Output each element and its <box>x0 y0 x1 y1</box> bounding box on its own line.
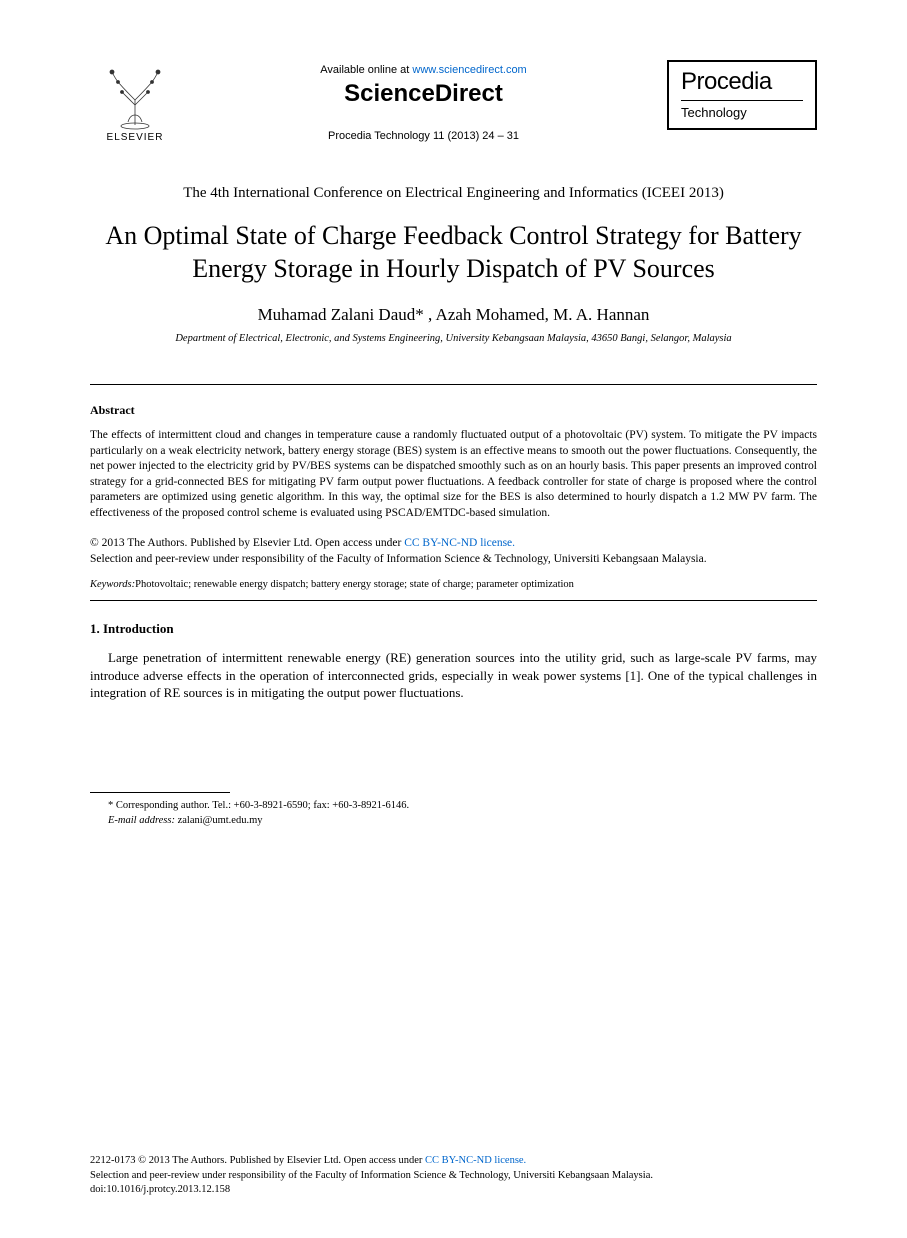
copyright-line1: © 2013 The Authors. Published by Elsevie… <box>90 537 315 549</box>
journal-reference: Procedia Technology 11 (2013) 24 – 31 <box>180 130 667 142</box>
procedia-logo-block: Procedia Technology <box>667 60 817 130</box>
page-header: ELSEVIER Available online at www.science… <box>90 60 817 143</box>
keywords-text: Photovoltaic; renewable energy dispatch;… <box>135 579 574 590</box>
footer-open-access: Open access under <box>344 1155 425 1166</box>
copyright-block: © 2013 The Authors. Published by Elsevie… <box>90 535 817 567</box>
procedia-subtitle: Technology <box>681 105 803 120</box>
section-1-para: Large penetration of intermittent renewa… <box>90 649 817 702</box>
conference-name: The 4th International Conference on Elec… <box>90 185 817 202</box>
copyright-line2: Selection and peer-review under responsi… <box>90 553 707 565</box>
open-access-text: Open access under <box>315 537 404 549</box>
affiliation: Department of Electrical, Electronic, an… <box>90 333 817 344</box>
corresponding-author: * Corresponding author. Tel.: +60-3-8921… <box>108 799 817 814</box>
elsevier-label: ELSEVIER <box>107 132 164 143</box>
footer-issn: 2212-0173 © 2013 The Authors. Published … <box>90 1155 344 1166</box>
footnote-block: * Corresponding author. Tel.: +60-3-8921… <box>108 799 817 828</box>
sciencedirect-wordmark: ScienceDirect <box>180 80 667 108</box>
available-online-line: Available online at www.sciencedirect.co… <box>180 64 667 76</box>
abstract-heading: Abstract <box>90 403 817 418</box>
section-1-heading: 1. Introduction <box>90 621 817 637</box>
available-prefix: Available online at <box>320 64 412 76</box>
authors: Muhamad Zalani Daud* , Azah Mohamed, M. … <box>90 305 817 325</box>
paper-title: An Optimal State of Charge Feedback Cont… <box>90 220 817 285</box>
footer-selection: Selection and peer-review under responsi… <box>90 1169 817 1184</box>
footer-doi: doi:10.1016/j.protcy.2013.12.158 <box>90 1183 817 1198</box>
email-address: zalani@umt.edu.my <box>175 815 263 826</box>
page-footer: 2212-0173 © 2013 The Authors. Published … <box>90 1154 817 1198</box>
license-link[interactable]: CC BY-NC-ND license. <box>404 537 515 549</box>
procedia-divider <box>681 100 803 101</box>
footnote-separator <box>90 792 230 793</box>
elsevier-logo-block: ELSEVIER <box>90 60 180 143</box>
separator-top <box>90 384 817 385</box>
keywords-label: Keywords: <box>90 579 135 590</box>
separator-bottom <box>90 600 817 601</box>
elsevier-tree-icon <box>100 60 170 130</box>
footer-license-link[interactable]: CC BY-NC-ND license. <box>425 1155 526 1166</box>
keywords-line: Keywords:Photovoltaic; renewable energy … <box>90 579 817 590</box>
abstract-body: The effects of intermittent cloud and ch… <box>90 428 817 521</box>
sciencedirect-link[interactable]: www.sciencedirect.com <box>412 64 526 76</box>
procedia-title: Procedia <box>681 68 803 96</box>
center-header: Available online at www.sciencedirect.co… <box>180 60 667 142</box>
email-label: E-mail address: <box>108 815 175 826</box>
